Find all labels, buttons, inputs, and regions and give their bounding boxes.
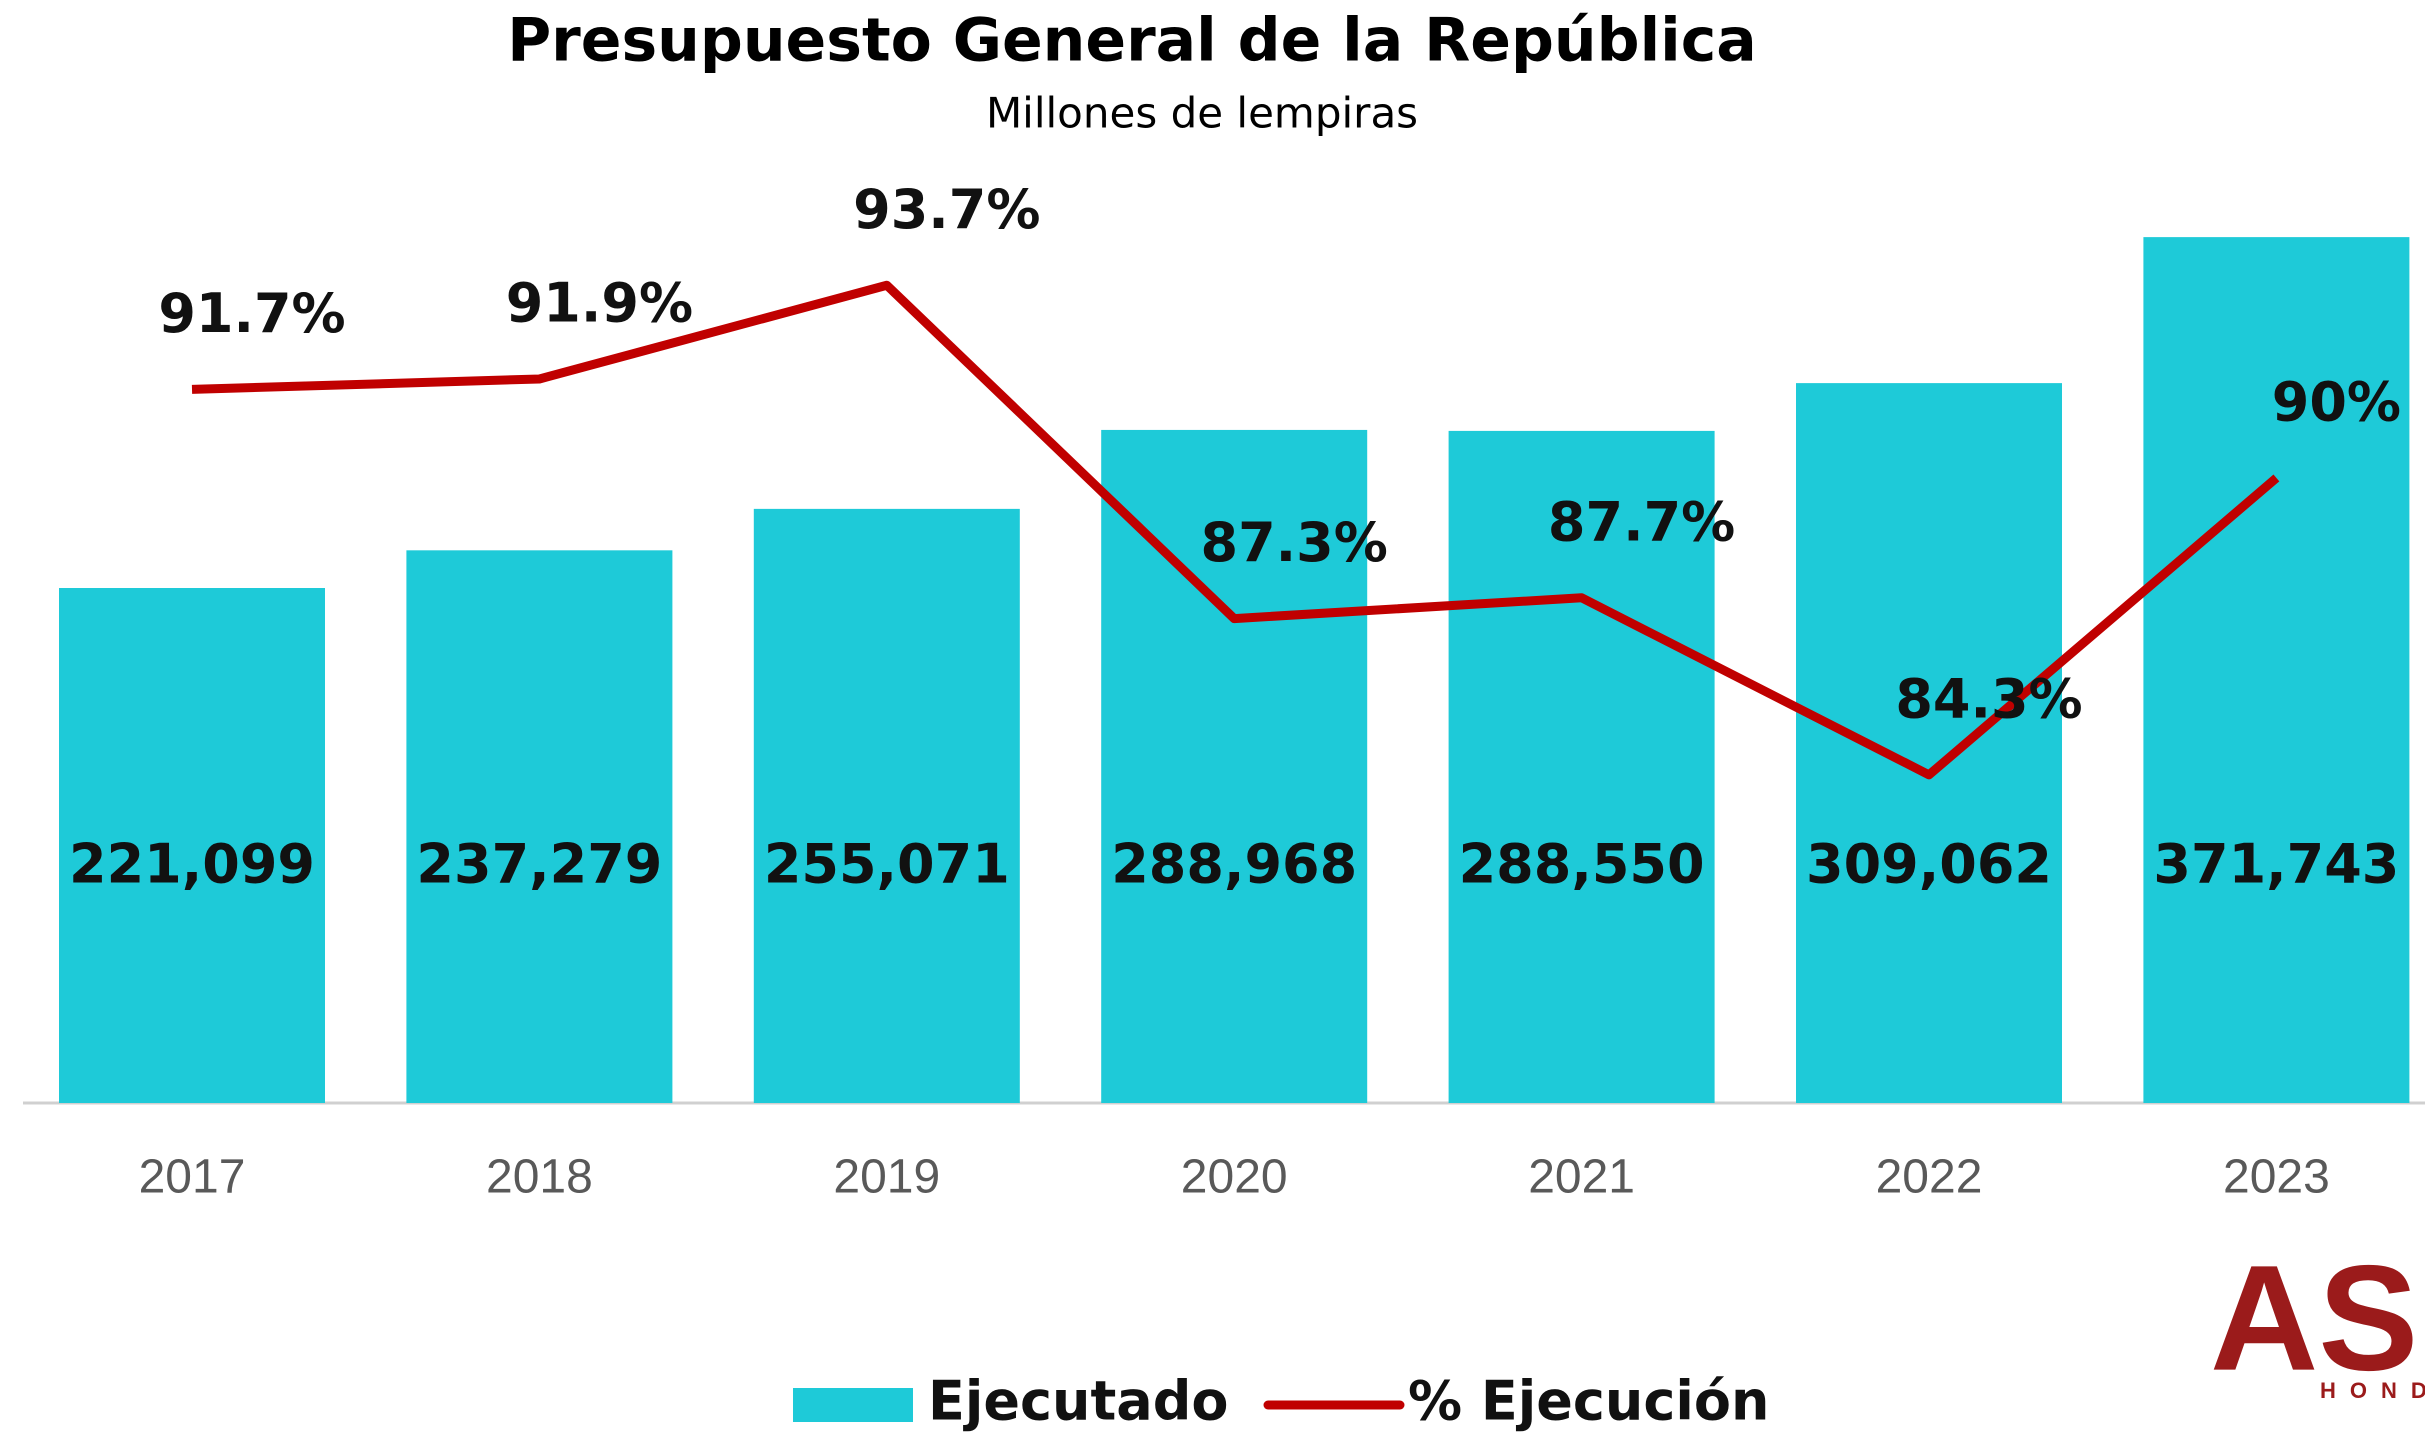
line-value-label: 87.3% [1201, 511, 1388, 574]
x-tick-label: 2018 [486, 1151, 593, 1204]
bar-value-label: 237,279 [416, 833, 662, 896]
bar-value-label: 371,743 [2153, 833, 2399, 896]
chart-subtitle: Millones de lempiras [986, 89, 1418, 138]
logo-text: AS [2210, 1234, 2418, 1402]
bar [59, 588, 325, 1103]
line [191, 280, 2280, 780]
legend-label: Ejecutado [928, 1370, 1228, 1433]
legend-swatch [793, 1388, 913, 1422]
line-value-label: 91.9% [506, 272, 693, 335]
x-tick-label: 2017 [139, 1151, 246, 1204]
x-tick-label: 2023 [2223, 1151, 2330, 1204]
x-tick-label: 2022 [1876, 1151, 1983, 1204]
line-value-label: 84.3% [1895, 667, 2082, 730]
logo-subtitle: HOND [2320, 1378, 2425, 1403]
bar-value-label: 309,062 [1806, 833, 2052, 896]
bar [1796, 383, 2062, 1103]
bar-value-label: 255,071 [764, 833, 1010, 896]
chart-title: Presupuesto General de la República [507, 6, 1757, 76]
line-value-label: 90% [2272, 371, 2401, 434]
bar [1448, 430, 1715, 1103]
bar [2143, 237, 2410, 1103]
legend-label: % Ejecución [1408, 1370, 1769, 1433]
x-tick-label: 2021 [1528, 1151, 1635, 1204]
bar [406, 550, 673, 1103]
x-tick-label: 2019 [833, 1151, 940, 1204]
line-value-label: 93.7% [853, 178, 1040, 241]
logo: AS HOND [2210, 1234, 2425, 1403]
bar-value-label: 221,099 [69, 833, 315, 896]
line-value-label: 91.7% [158, 282, 345, 345]
bar-value-label: 288,968 [1111, 833, 1357, 896]
x-tick-label: 2020 [1181, 1151, 1288, 1204]
line-value-label: 87.7% [1548, 490, 1735, 553]
bar [1101, 429, 1368, 1103]
bar [753, 508, 1020, 1103]
bar-value-label: 288,550 [1459, 833, 1705, 896]
